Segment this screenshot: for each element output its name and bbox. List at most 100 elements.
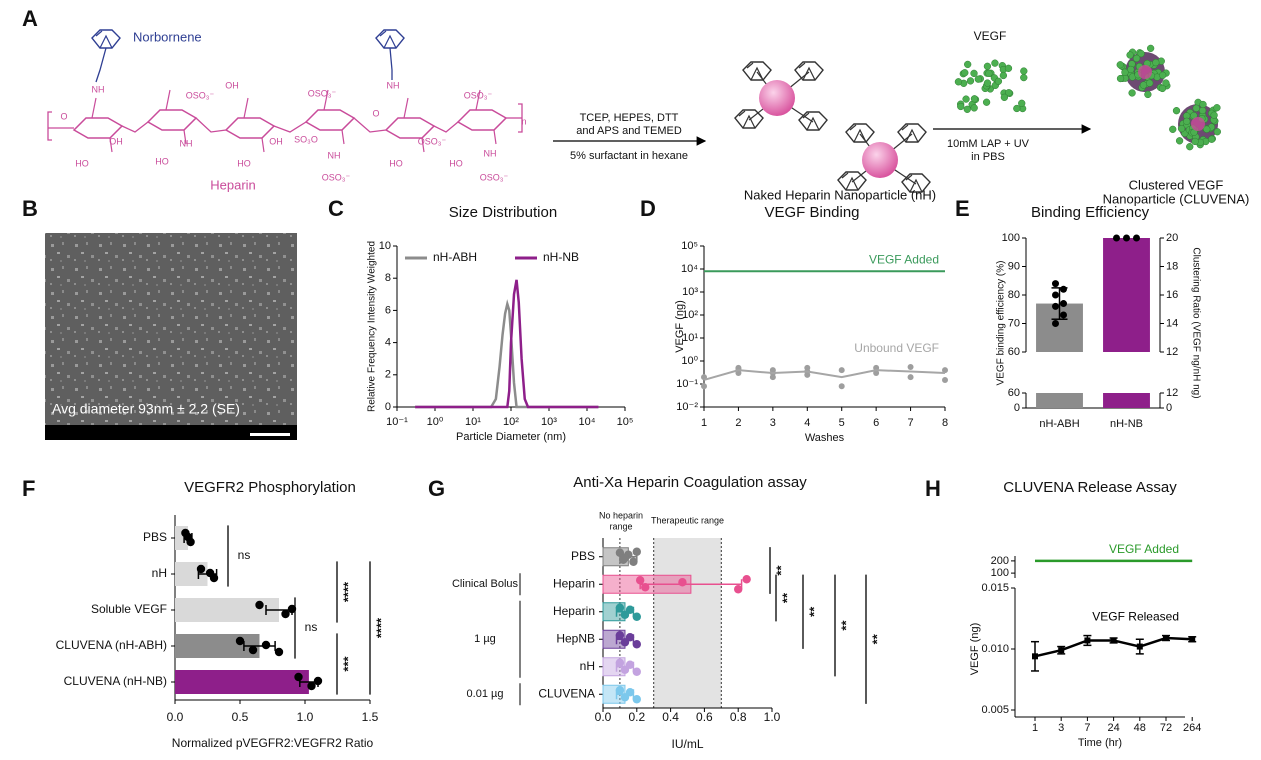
- replicate-point: [907, 374, 914, 381]
- vegf-dot: [963, 105, 971, 113]
- vegf-dot: [1186, 143, 1194, 151]
- replicate-point: [632, 667, 641, 676]
- chart-title: VEGFR2 Phosphorylation: [184, 479, 356, 496]
- replicate-point: [196, 564, 206, 574]
- product-label: Nanoparticle (CLUVENA): [1103, 191, 1250, 206]
- significance-label: ns: [305, 620, 318, 634]
- category-label: Heparin: [553, 604, 595, 618]
- vegf-dot: [964, 60, 972, 69]
- significance-label: ***: [340, 655, 355, 671]
- substituent: [323, 89, 329, 111]
- structure-label: OH: [109, 136, 123, 146]
- replicate-point: [625, 633, 635, 642]
- replicate-point: [625, 605, 635, 614]
- substituent: [475, 89, 481, 111]
- vegf-dot: [1162, 79, 1170, 87]
- cluvena-center: [1191, 117, 1205, 131]
- vegf-dot: [1192, 104, 1200, 112]
- panel-label: E: [955, 196, 970, 221]
- reaction-condition: 5% surfactant in hexane: [570, 150, 688, 162]
- replicate-point: [742, 575, 751, 584]
- y-tick-label: 80: [1008, 289, 1020, 301]
- structure-label: HO: [389, 158, 403, 168]
- x-tick-label: 1: [701, 417, 707, 429]
- vegf-dot: [1013, 104, 1021, 113]
- bar: [175, 598, 279, 622]
- vegf-dot: [1207, 135, 1216, 143]
- structure-label: OSO₃⁻: [322, 172, 351, 182]
- structure-label: HO: [75, 158, 89, 168]
- structure-label: OSO₃⁻: [186, 90, 215, 100]
- replicate-point: [1052, 320, 1059, 327]
- replicate-point: [615, 658, 625, 667]
- y-tick-label: 10⁻²: [676, 401, 698, 413]
- sem-info-bar: [45, 425, 297, 440]
- panel-label: C: [328, 196, 344, 221]
- sugar-ring: [384, 117, 436, 139]
- y-tick-label: 0: [385, 401, 391, 413]
- y-axis-label: Relative Frequency Intensity Weighted: [367, 241, 378, 412]
- replicate-point: [838, 367, 845, 374]
- x-tick-label: 10²: [503, 416, 519, 428]
- structure-label: SO₃O: [294, 134, 318, 144]
- x-tick-label: 2: [735, 417, 741, 429]
- nanoparticle-label: Naked Heparin Nanoparticle (nH): [744, 187, 936, 202]
- norbornene-bridge: [798, 62, 816, 81]
- structure-label: HO: [237, 158, 251, 168]
- vegf-dot: [966, 77, 975, 85]
- norbornene-label: Norbornene: [133, 29, 202, 44]
- range-shade: [653, 538, 722, 708]
- vegf-dot: [1116, 74, 1125, 83]
- replicate-point: [625, 660, 635, 669]
- y-tick-label: 200: [991, 555, 1009, 567]
- norbornene: [375, 29, 405, 49]
- y-tick-label: 20: [1166, 232, 1178, 244]
- x-tick-label: 0.0: [595, 710, 612, 724]
- category-label: CLUVENA: [538, 686, 595, 700]
- replicate-point: [1060, 300, 1067, 308]
- category-label: CLUVENA (nH-NB): [64, 674, 167, 688]
- heparin-nanoparticle: [862, 142, 898, 178]
- y-axis-label: VEGF binding efficiency (%): [996, 261, 1007, 386]
- category-label: nH-NB: [1110, 418, 1143, 430]
- norbornene: [91, 29, 121, 49]
- series-annotation: VEGF Added: [869, 252, 939, 266]
- y-tick-label: 10⁰: [681, 355, 698, 367]
- vegf-dot: [999, 71, 1008, 80]
- vegf-dot: [1169, 125, 1177, 133]
- vegf-dot: [957, 102, 965, 111]
- sugar-ring: [224, 117, 276, 139]
- panel-label: D: [640, 196, 656, 221]
- polymer-bracket: [47, 103, 523, 141]
- y-tick-label: 12: [1166, 346, 1178, 358]
- range-label: range: [609, 521, 632, 531]
- replicate-point: [307, 681, 316, 691]
- data-point: [1084, 637, 1091, 644]
- structure-label: NH: [387, 80, 400, 90]
- y-tick-label: 60: [1008, 387, 1020, 399]
- vegf-dot: [970, 69, 978, 78]
- scale-bar: [250, 433, 290, 436]
- replicate-point: [907, 363, 914, 370]
- vegf-dot: [1183, 117, 1191, 125]
- x-tick-label: 0.0: [167, 710, 184, 724]
- sugar-ring: [304, 109, 356, 131]
- x-axis-label: Time (hr): [1078, 737, 1122, 749]
- range-label: Therapeutic range: [651, 515, 724, 525]
- norbornene: [742, 61, 772, 81]
- category-label: Heparin: [553, 576, 595, 590]
- category-label: HepNB: [556, 631, 595, 645]
- x-tick-label: 5: [839, 417, 845, 429]
- norbornene-bridge: [802, 112, 820, 131]
- glycosidic-bond: [195, 117, 227, 133]
- x-tick-label: 0.6: [696, 710, 713, 724]
- y-tick-label: 0.005: [981, 704, 1009, 716]
- replicate-point: [632, 695, 641, 704]
- substituent: [183, 129, 187, 145]
- norbornene: [897, 123, 927, 143]
- vegf-dot: [1177, 124, 1186, 133]
- vegf-dot: [962, 95, 970, 103]
- structure-label: OSO₃⁻: [418, 136, 447, 146]
- x-tick-label: 1.0: [297, 710, 314, 724]
- x-tick-label: 72: [1160, 722, 1172, 734]
